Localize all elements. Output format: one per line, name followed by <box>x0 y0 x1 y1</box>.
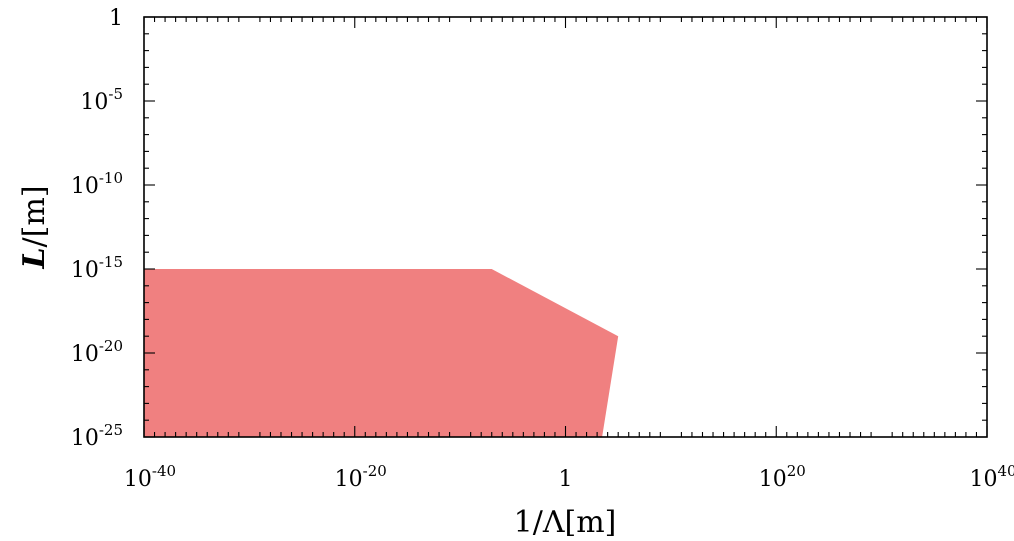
x-tick-label: 10-20 <box>335 462 387 492</box>
x-axis-label: 1/Λ[m] <box>514 505 617 540</box>
excluded-region <box>144 269 619 437</box>
y-tick-label: 10-20 <box>71 337 123 367</box>
x-tick-label: 1040 <box>969 462 1014 492</box>
y-tick-label: 10-5 <box>80 85 123 115</box>
y-tick-label: 10-15 <box>71 253 123 283</box>
y-tick-label: 10-10 <box>71 169 123 199</box>
y-axis-label: L/[m] <box>17 185 52 269</box>
y-tick-label: 10-25 <box>71 421 123 451</box>
y-tick-label: 1 <box>109 6 123 31</box>
x-tick-label: 1 <box>559 467 573 492</box>
x-tick-label: 10-40 <box>124 462 176 492</box>
y-axis-label-symbol: L <box>17 247 52 269</box>
y-axis-label-unit: /[m] <box>17 185 52 247</box>
x-tick-label: 1020 <box>759 462 806 492</box>
plot-frame <box>143 16 988 438</box>
